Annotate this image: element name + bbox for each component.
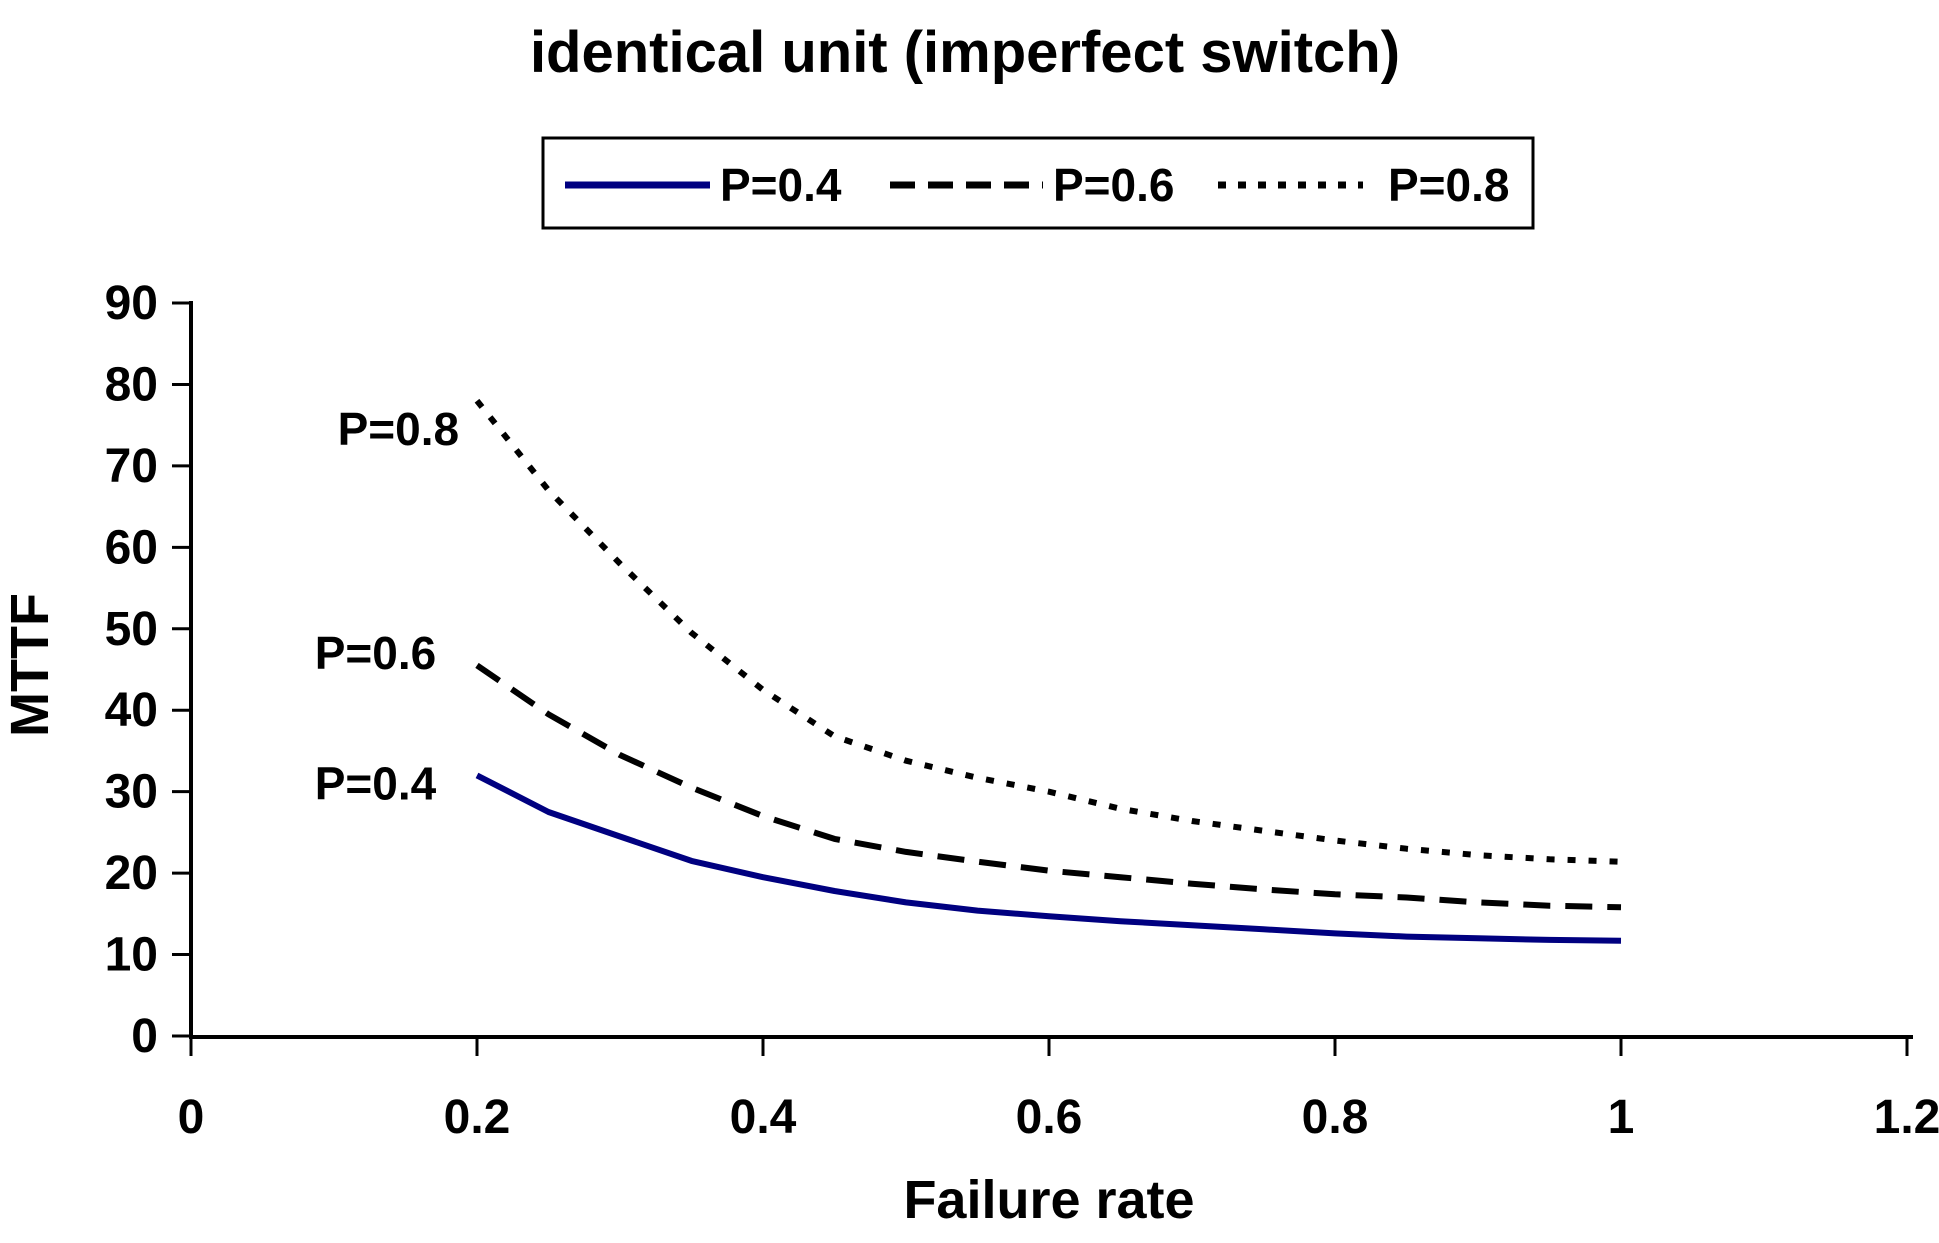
annotation-label: P=0.4 <box>315 758 437 810</box>
x-tick-label: 0.8 <box>1302 1091 1369 1144</box>
x-tick-label: 0.2 <box>444 1091 511 1144</box>
x-tick-label: 0 <box>178 1091 205 1144</box>
y-tick-label: 0 <box>131 1010 158 1063</box>
y-tick-label: 70 <box>105 440 158 493</box>
y-tick-label: 20 <box>105 847 158 900</box>
y-axis-title: MTTF <box>0 593 60 737</box>
x-axis-title: Failure rate <box>903 1170 1194 1230</box>
y-tick-label: 90 <box>105 277 158 330</box>
y-tick-label: 50 <box>105 603 158 656</box>
curve-p08 <box>474 398 1622 865</box>
annotation-label: P=0.8 <box>338 403 460 455</box>
curve-p06 <box>475 662 1622 911</box>
x-tick-label: 0.4 <box>730 1091 797 1144</box>
chart-title: identical unit (imperfect switch) <box>530 20 1400 85</box>
legend-label: P=0.6 <box>1053 159 1175 211</box>
legend-label: P=0.4 <box>720 159 842 211</box>
annotation-label: P=0.6 <box>315 627 437 679</box>
y-tick-label: 40 <box>105 684 158 737</box>
legend-label: P=0.8 <box>1388 159 1510 211</box>
y-tick-label: 60 <box>105 521 158 574</box>
x-tick-label: 1 <box>1608 1091 1635 1144</box>
data-series <box>474 398 1622 944</box>
tick-marks-and-labels: 0 10 20 30 40 50 60 70 80 90 0 0.2 0.4 0.6 0.8 1 1.2 <box>105 277 1939 1144</box>
legend: P=0.4 P=0.6 P=0.8 <box>541 136 1535 230</box>
x-tick-label: 0.6 <box>1016 1091 1083 1144</box>
curve-annotations: P=0.8 P=0.6 P=0.4 <box>315 403 459 809</box>
x-tick-label: 1.2 <box>1874 1091 1939 1144</box>
y-tick-label: 30 <box>105 766 158 819</box>
y-tick-label: 10 <box>105 929 158 982</box>
y-tick-label: 80 <box>105 358 158 411</box>
curve-p04 <box>475 772 1622 944</box>
